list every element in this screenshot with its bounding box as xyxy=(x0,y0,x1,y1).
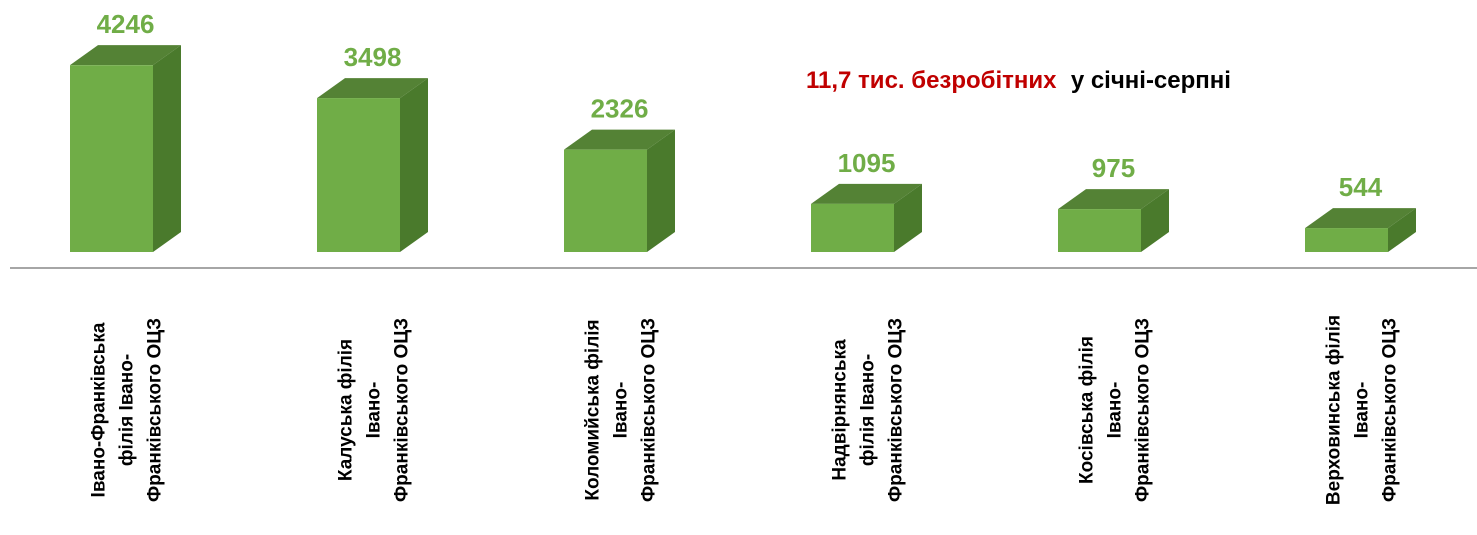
x-tick-line: Івано-Франківська xyxy=(89,322,110,497)
bar-side xyxy=(153,45,181,253)
x-tick-label: Косівська філія Івано- Франківського ОЦЗ xyxy=(1077,318,1154,502)
bar xyxy=(70,45,181,253)
bar-top xyxy=(1058,189,1169,210)
bar-top xyxy=(317,78,428,99)
x-tick-line: Івано- xyxy=(611,382,632,439)
bar xyxy=(1058,189,1169,252)
bar xyxy=(564,129,675,252)
x-tick-label: Калуська філія Івано- Франківського ОЦЗ xyxy=(336,318,413,502)
x-tick-line: Франківського ОЦЗ xyxy=(392,318,413,502)
bar-front xyxy=(1058,209,1141,252)
x-tick-line: філія Івано- xyxy=(858,354,879,466)
x-tick-line: Коломийська філія xyxy=(583,319,604,500)
x-tick-line: Франківського ОЦЗ xyxy=(639,318,660,502)
bar-side xyxy=(400,78,428,252)
value-label: 2326 xyxy=(591,94,649,124)
bar xyxy=(811,183,922,252)
bar xyxy=(1305,208,1416,252)
x-tick-label: Верховинська філія Івано- Франківського ОЦ… xyxy=(1324,315,1401,505)
bar-side xyxy=(1388,208,1416,252)
x-tick-line: Надвірнянська xyxy=(830,339,851,481)
x-tick-line: Калуська філія xyxy=(336,339,357,481)
x-tick-line: Франківського ОЦЗ xyxy=(1380,318,1401,502)
bar-side xyxy=(1141,189,1169,252)
x-tick-label: Івано-Франківська філія Івано- Франківсько… xyxy=(89,318,166,502)
value-label: 3498 xyxy=(344,42,402,72)
x-tick-line: Франківського ОЦЗ xyxy=(886,318,907,502)
x-tick-line: Верховинська філія xyxy=(1324,315,1345,505)
x-tick-label: Надвірнянська філія Івано- Франківського О… xyxy=(830,318,907,502)
annotation-red: 11,7 тис. безробітних xyxy=(806,67,1057,94)
bar-front xyxy=(70,65,153,253)
bar-top xyxy=(1305,208,1416,229)
value-label: 1095 xyxy=(838,148,896,178)
value-label: 544 xyxy=(1339,172,1383,202)
x-tick-line: Івано- xyxy=(1352,382,1373,439)
x-tick-line: Косівська філія xyxy=(1077,336,1098,484)
x-tick-line: Івано- xyxy=(364,382,385,439)
bar-top xyxy=(564,129,675,150)
bar-front xyxy=(1305,228,1388,252)
bar-front xyxy=(811,203,894,252)
value-label: 4246 xyxy=(97,9,155,39)
bar-top xyxy=(811,183,922,204)
x-tick-line: Івано- xyxy=(1105,382,1126,439)
bar-front xyxy=(564,149,647,252)
bar-side xyxy=(894,183,922,252)
x-tick-label: Коломийська філія Івано- Франківського ОЦЗ xyxy=(583,318,660,502)
bar xyxy=(317,78,428,252)
x-tick-line: Франківського ОЦЗ xyxy=(145,318,166,502)
x-tick-line: філія Івано- xyxy=(117,354,138,466)
bar-top xyxy=(70,45,181,66)
bar-front xyxy=(317,98,400,252)
annotation-black: у січні-серпні xyxy=(1071,67,1231,94)
bar-side xyxy=(647,129,675,252)
value-label: 975 xyxy=(1092,153,1135,183)
x-tick-line: Франківського ОЦЗ xyxy=(1133,318,1154,502)
annotation: 11,7 тис. безробітних у січні-серпні xyxy=(806,67,1231,94)
